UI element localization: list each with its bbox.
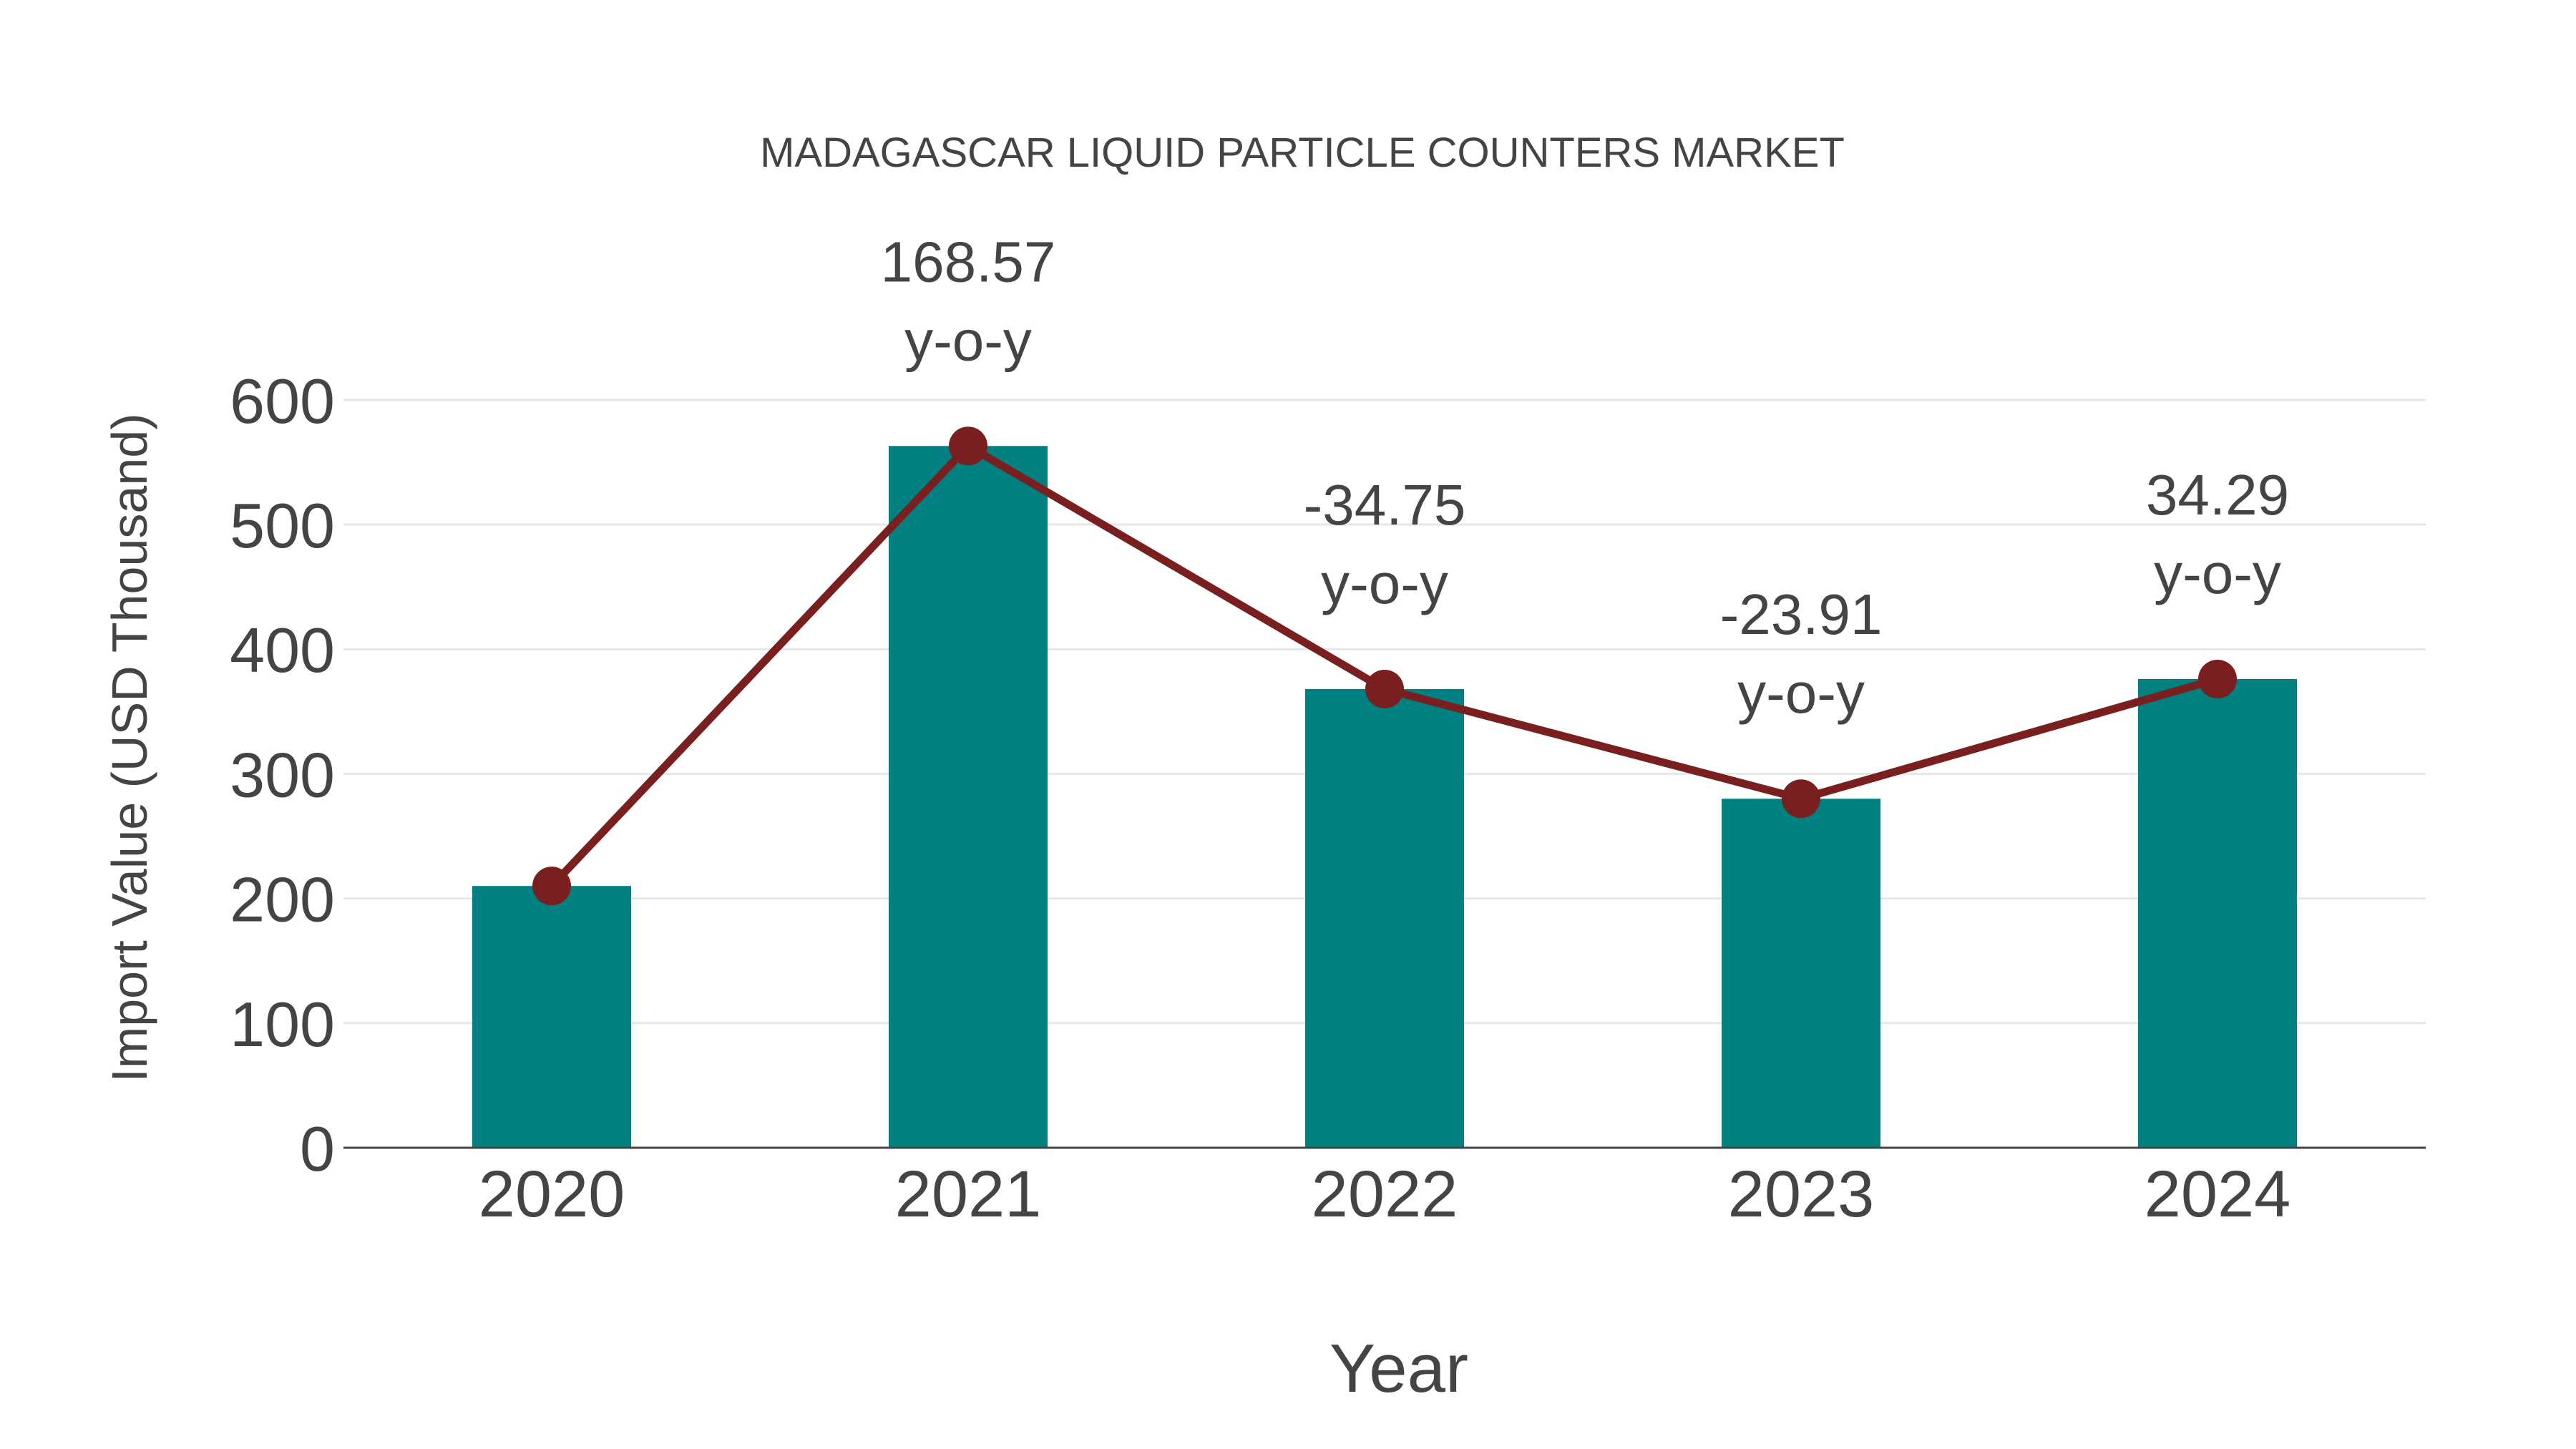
bar: [1305, 688, 1464, 1148]
y-tick-labels: 0 100 200 300 400 500 600: [230, 366, 335, 1184]
bar: [472, 886, 631, 1148]
trend-marker: [1365, 669, 1404, 708]
yoy-value: -34.75: [1304, 473, 1466, 537]
x-tick-label: 2021: [895, 1158, 1042, 1231]
trend-line: [532, 426, 2237, 906]
y-tick-label: 100: [230, 989, 335, 1060]
trend-marker: [532, 867, 571, 906]
yoy-suffix: y-o-y: [904, 308, 1032, 372]
x-tick-label: 2020: [479, 1158, 625, 1231]
yoy-annotations: 168.57 y-o-y -34.75 y-o-y -23.91 y-o-y 34.29 y-…: [881, 230, 2289, 725]
x-tick-label: 2022: [1312, 1158, 1458, 1231]
yoy-value: -23.91: [1720, 582, 1883, 646]
bar: [2138, 679, 2297, 1148]
chart-title: MADAGASCAR LIQUID PARTICLE COUNTERS MARK…: [760, 130, 1845, 176]
bar: [889, 446, 1048, 1148]
y-tick-label: 400: [230, 615, 335, 686]
yoy-suffix: y-o-y: [1737, 661, 1865, 725]
x-tick-label: 2024: [2145, 1158, 2291, 1231]
x-tick-labels: 2020 2021 2022 2023 2024: [479, 1158, 2291, 1231]
trend-marker: [1782, 779, 1820, 819]
y-tick-label: 200: [230, 864, 335, 935]
yoy-value: 34.29: [2146, 463, 2289, 527]
y-tick-label: 500: [230, 490, 335, 561]
x-tick-label: 2023: [1728, 1158, 1875, 1231]
trend-marker: [949, 426, 987, 466]
x-axis-title: Year: [1330, 1330, 1468, 1407]
y-axis-title: Import Value (USD Thousand): [102, 413, 157, 1082]
yoy-value: 168.57: [881, 230, 1056, 293]
trend-marker: [2198, 660, 2237, 699]
bars: [472, 446, 2297, 1148]
y-tick-label: 600: [230, 366, 335, 436]
yoy-suffix: y-o-y: [2154, 542, 2281, 605]
yoy-suffix: y-o-y: [1321, 552, 1448, 615]
y-tick-label: 300: [230, 739, 335, 810]
y-tick-label: 0: [300, 1113, 335, 1184]
bar: [1722, 799, 1880, 1148]
